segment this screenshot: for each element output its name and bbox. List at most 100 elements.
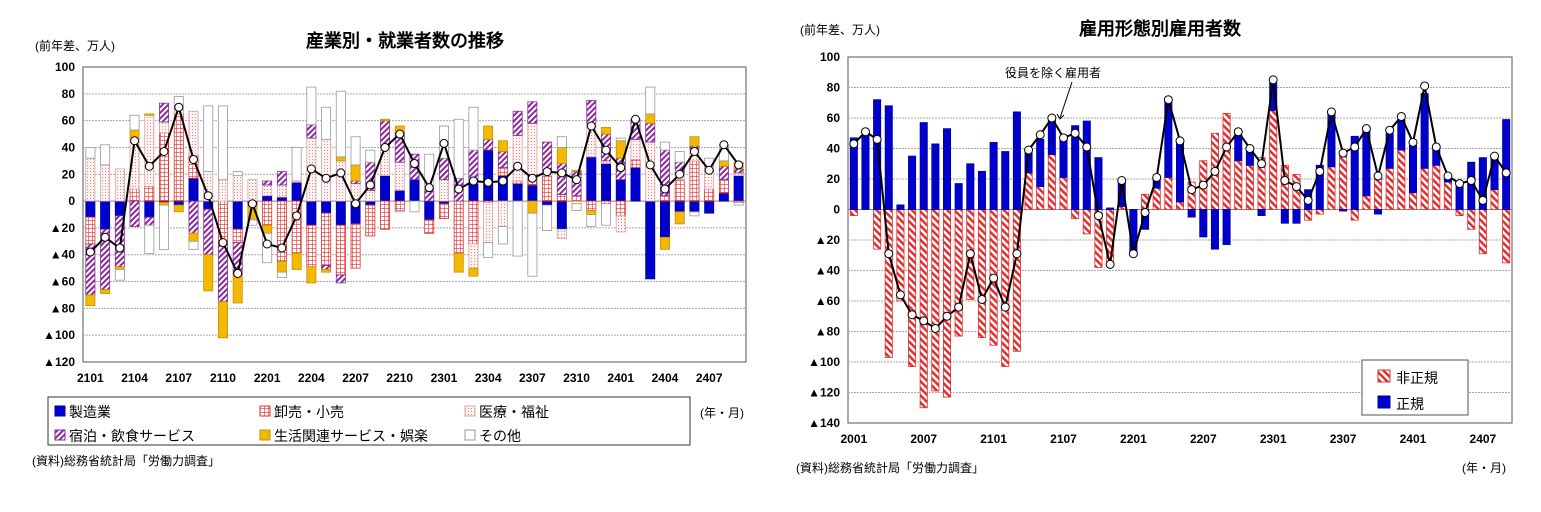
total-point bbox=[1163, 95, 1173, 105]
bar-segment bbox=[173, 200, 184, 206]
bar-segment bbox=[718, 165, 729, 181]
total-point bbox=[601, 145, 611, 155]
total-point bbox=[734, 160, 744, 170]
bar-segment bbox=[556, 193, 567, 202]
total-point bbox=[1257, 159, 1267, 169]
bar-segment bbox=[394, 189, 405, 202]
bar-segment bbox=[542, 175, 553, 202]
x-tick-label: 2207 bbox=[1190, 432, 1217, 446]
bar-segment bbox=[232, 175, 243, 202]
bar-segment bbox=[1269, 109, 1278, 210]
total-point bbox=[1408, 137, 1418, 147]
total-point bbox=[468, 176, 478, 186]
bar-segment bbox=[1234, 134, 1243, 162]
bar-segment bbox=[542, 200, 553, 206]
bar-segment bbox=[247, 179, 258, 202]
bar-segment bbox=[321, 106, 332, 140]
bar-segment bbox=[306, 200, 317, 226]
total-point bbox=[1233, 127, 1243, 137]
x-tick-label: 2104 bbox=[121, 371, 148, 385]
total-point bbox=[85, 247, 95, 257]
bar-segment bbox=[321, 212, 332, 266]
y-tick-label: ▲120 bbox=[808, 386, 840, 400]
total-point bbox=[1466, 176, 1476, 186]
bar-segment bbox=[438, 203, 449, 219]
total-point bbox=[954, 302, 964, 312]
bar-segment bbox=[85, 294, 96, 307]
bar-segment bbox=[350, 164, 361, 182]
bar-segment bbox=[1327, 166, 1336, 210]
total-point bbox=[616, 163, 626, 173]
bar-segment bbox=[615, 179, 626, 202]
bar-segment bbox=[1257, 209, 1266, 216]
bar-segment bbox=[129, 200, 140, 227]
y-tick-label: 20 bbox=[62, 167, 76, 181]
total-point bbox=[919, 316, 929, 326]
bar-segment bbox=[144, 114, 155, 187]
bar-segment bbox=[262, 195, 273, 202]
bar-segment bbox=[1374, 209, 1383, 215]
bar-segment bbox=[365, 189, 376, 202]
bar-segment bbox=[931, 209, 940, 392]
bar-segment bbox=[527, 101, 538, 124]
total-point bbox=[895, 290, 905, 300]
bar-segment bbox=[919, 209, 928, 409]
y-tick-label: 40 bbox=[827, 142, 841, 156]
total-point bbox=[1210, 166, 1220, 176]
legend-swatch bbox=[54, 429, 66, 441]
legend-box bbox=[47, 396, 691, 446]
bar-segment bbox=[689, 200, 700, 213]
bar-segment bbox=[203, 208, 214, 256]
bar-segment bbox=[306, 124, 317, 139]
bar-segment bbox=[424, 219, 435, 234]
total-point bbox=[631, 114, 640, 124]
bar-segment bbox=[527, 122, 538, 175]
bar-segment bbox=[630, 139, 641, 160]
bar-segment bbox=[1315, 164, 1324, 210]
bar-segment bbox=[873, 99, 882, 210]
total-point bbox=[1117, 176, 1127, 186]
total-point bbox=[1187, 185, 1197, 195]
bar-segment bbox=[1082, 209, 1091, 235]
x-tick-label: 2301 bbox=[431, 371, 458, 385]
bar-segment bbox=[188, 240, 199, 250]
bar-segment bbox=[659, 236, 670, 250]
bar-segment bbox=[556, 163, 567, 195]
total-point bbox=[1128, 249, 1138, 259]
bar-segment bbox=[645, 122, 656, 143]
right-x-label: (年・月) bbox=[1462, 461, 1506, 475]
bar-segment bbox=[1304, 209, 1313, 221]
total-point bbox=[1059, 133, 1069, 143]
total-point bbox=[1093, 211, 1103, 221]
total-point bbox=[1140, 208, 1150, 218]
legend-label: その他 bbox=[479, 428, 521, 444]
total-point bbox=[498, 176, 508, 186]
bar-segment bbox=[1059, 138, 1068, 178]
bar-segment bbox=[645, 86, 656, 115]
bar-segment bbox=[1280, 209, 1289, 224]
bar-segment bbox=[100, 164, 111, 202]
bar-segment bbox=[453, 118, 464, 179]
total-point bbox=[292, 211, 302, 221]
bar-segment bbox=[512, 134, 523, 182]
bar-segment bbox=[217, 179, 228, 202]
y-tick-label: 20 bbox=[827, 172, 841, 186]
bar-segment bbox=[453, 252, 464, 273]
bar-segment bbox=[232, 171, 243, 177]
bar-segment bbox=[527, 200, 538, 214]
bar-segment bbox=[380, 200, 391, 230]
bar-segment bbox=[321, 265, 332, 270]
bar-segment bbox=[380, 118, 391, 122]
bar-segment bbox=[188, 200, 199, 234]
total-point bbox=[174, 102, 184, 112]
bar-segment bbox=[335, 156, 346, 162]
left-x-label: (年・月) bbox=[700, 406, 744, 420]
bar-segment bbox=[173, 204, 184, 213]
bar-segment bbox=[159, 102, 170, 123]
total-point bbox=[1478, 195, 1488, 205]
bar-segment bbox=[438, 157, 449, 181]
bar-segment bbox=[704, 200, 715, 214]
right-source: (資料)総務省統計局「労働力調査」 bbox=[796, 460, 984, 475]
